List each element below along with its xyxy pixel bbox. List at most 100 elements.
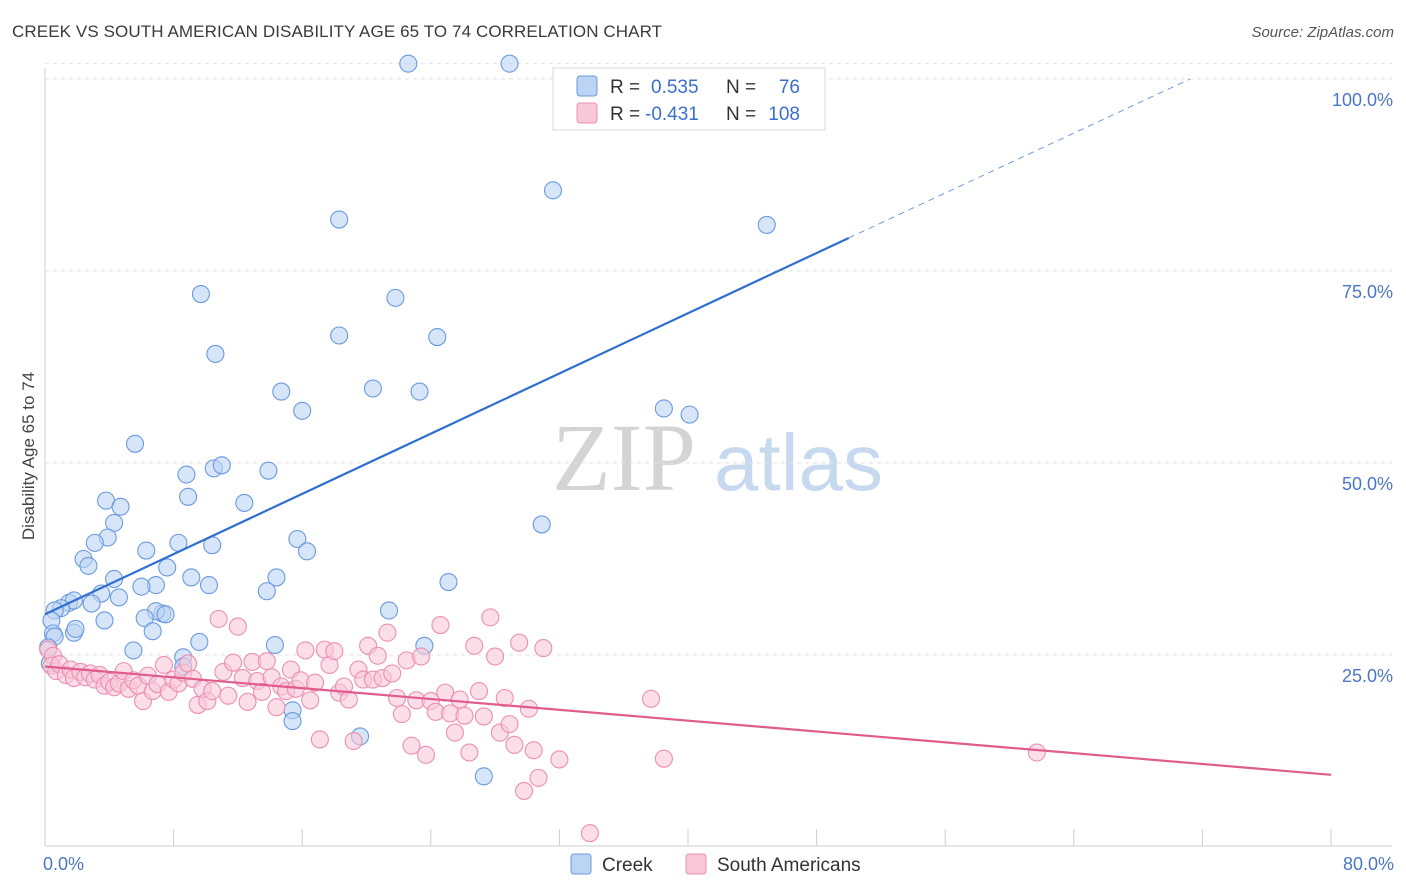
data-point — [288, 529, 307, 549]
data-point — [190, 632, 209, 651]
data-point — [500, 715, 519, 734]
data-point — [654, 749, 673, 768]
data-point — [416, 745, 436, 764]
trend-line-creek-extension — [848, 78, 1191, 239]
data-point — [296, 641, 315, 660]
data-point — [177, 465, 196, 484]
data-point — [363, 379, 382, 398]
data-point — [137, 541, 156, 560]
data-point — [383, 664, 402, 683]
data-point — [654, 399, 673, 418]
data-point — [66, 619, 85, 638]
data-point — [439, 572, 458, 592]
data-point — [238, 692, 257, 711]
trend-lines — [44, 78, 1332, 776]
data-point — [228, 617, 247, 636]
data-point — [580, 824, 599, 843]
y-tick-label: 100.0% — [1332, 90, 1393, 110]
data-point — [293, 401, 312, 420]
data-point — [330, 210, 349, 229]
legend-r-label: R = — [610, 77, 640, 98]
bottom-legend: Creek South Americans — [570, 853, 861, 876]
trend-line-creek — [44, 236, 850, 616]
legend-r-label: R = — [610, 104, 640, 125]
bottom-legend-creek: Creek — [602, 855, 653, 876]
data-point — [641, 689, 661, 708]
data-point — [154, 655, 174, 675]
data-point — [486, 647, 505, 666]
data-point — [125, 434, 145, 453]
data-point — [143, 622, 162, 641]
data-point — [82, 594, 101, 613]
data-point — [460, 743, 479, 762]
trend-line-south-americans — [44, 665, 1332, 776]
data-point — [543, 181, 563, 200]
data-point — [267, 698, 286, 717]
data-point — [252, 682, 272, 701]
data-point — [368, 646, 387, 665]
data-point — [158, 558, 177, 577]
data-point — [199, 576, 219, 595]
data-point — [392, 705, 411, 724]
data-point — [179, 487, 198, 506]
data-point — [455, 706, 474, 725]
data-point — [757, 215, 776, 234]
data-point — [445, 723, 464, 742]
data-point — [469, 682, 489, 701]
data-point — [386, 288, 405, 307]
y-tick-label: 50.0% — [1342, 474, 1393, 494]
data-point — [191, 284, 210, 304]
data-point — [680, 405, 699, 424]
y-tick-labels: 25.0% 50.0% 75.0% 100.0% — [1332, 90, 1393, 686]
data-point — [267, 568, 286, 587]
data-point — [203, 682, 222, 701]
data-point — [500, 54, 519, 73]
data-point — [402, 736, 421, 755]
data-point — [224, 653, 243, 672]
data-point — [124, 641, 143, 660]
data-point — [428, 327, 447, 347]
data-point — [330, 326, 349, 345]
data-point — [283, 711, 302, 731]
data-point — [431, 615, 450, 635]
data-point — [95, 611, 114, 630]
data-point — [529, 768, 548, 787]
data-point — [550, 750, 569, 769]
data-point — [474, 767, 493, 786]
source-label: Source: ZipAtlas.com — [1251, 24, 1394, 41]
data-point — [297, 542, 317, 561]
data-point — [534, 639, 553, 658]
data-point — [344, 731, 363, 751]
series-south-americans — [39, 608, 1046, 843]
x-tick-min: 0.0% — [43, 854, 84, 874]
data-point — [465, 636, 484, 655]
data-point — [209, 609, 228, 628]
bottom-legend-south-americans: South Americans — [717, 855, 861, 876]
data-point — [212, 456, 231, 475]
data-point — [379, 601, 399, 620]
data-point — [310, 730, 329, 749]
y-tick-label: 75.0% — [1342, 282, 1393, 302]
data-point — [325, 642, 344, 661]
data-point — [135, 609, 154, 628]
data-point — [387, 688, 407, 708]
data-point — [306, 673, 325, 692]
legend-swatch-south-americans — [576, 102, 598, 124]
data-point — [265, 635, 284, 655]
data-point — [481, 608, 500, 627]
data-point — [219, 686, 238, 705]
data-point — [179, 654, 198, 673]
y-axis-label: Disability Age 65 to 74 — [19, 372, 38, 540]
data-point — [206, 344, 225, 363]
bottom-legend-swatch-south-americans — [685, 853, 707, 875]
data-point — [532, 515, 551, 534]
data-point — [378, 623, 397, 642]
data-point — [109, 588, 128, 607]
legend-r-creek: 0.535 — [651, 77, 699, 98]
data-point — [111, 497, 130, 516]
data-point — [474, 707, 493, 726]
data-point — [1027, 743, 1046, 762]
data-point — [132, 577, 151, 596]
data-point — [505, 735, 524, 754]
